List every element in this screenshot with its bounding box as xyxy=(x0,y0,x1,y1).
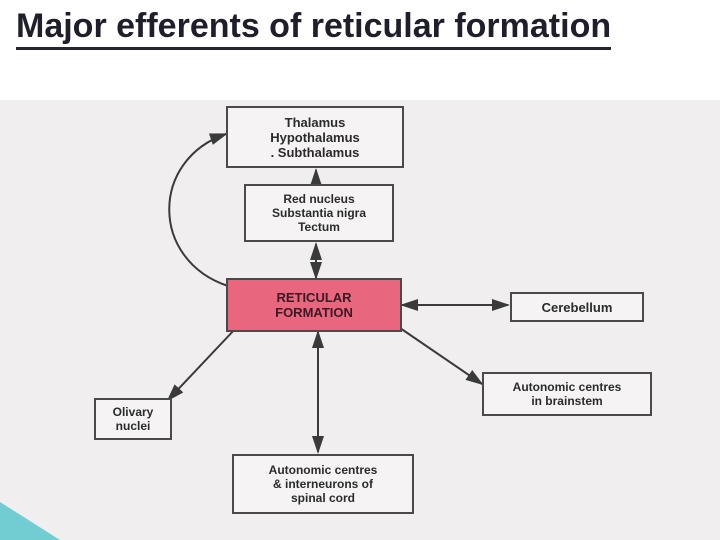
node-text: Cerebellum xyxy=(542,300,613,315)
diagram-area: ThalamusHypothalamus. Subthalamus Red nu… xyxy=(0,100,720,540)
node-text: RETICULAR xyxy=(276,290,351,305)
node-text: Olivary xyxy=(113,405,154,419)
node-text: & interneurons of xyxy=(273,477,373,491)
node-autonomic-spinal-cord: Autonomic centres& interneurons ofspinal… xyxy=(232,454,414,514)
node-text: FORMATION xyxy=(275,305,353,320)
node-text: spinal cord xyxy=(291,491,355,505)
node-olivary-nuclei: Olivarynuclei xyxy=(94,398,172,440)
node-autonomic-brainstem: Autonomic centresin brainstem xyxy=(482,372,652,416)
decorative-corner xyxy=(0,502,60,540)
edge-arrow xyxy=(400,328,482,384)
node-cerebellum: Cerebellum xyxy=(510,292,644,322)
node-thalamus: ThalamusHypothalamus. Subthalamus xyxy=(226,106,404,168)
node-text: Hypothalamus xyxy=(270,130,360,145)
edge-arrow xyxy=(169,134,228,286)
node-text: Tectum xyxy=(298,220,340,234)
node-reticular-formation: RETICULARFORMATION xyxy=(226,278,402,332)
page-title: Major efferents of reticular formation xyxy=(16,8,611,50)
node-red-nucleus: Red nucleusSubstantia nigraTectum xyxy=(244,184,394,242)
node-text: nuclei xyxy=(116,419,151,433)
edge-arrow xyxy=(168,328,236,400)
node-text: Red nucleus xyxy=(283,192,354,206)
node-text: . Subthalamus xyxy=(271,145,360,160)
node-text: Autonomic centres xyxy=(269,463,378,477)
node-text: Substantia nigra xyxy=(272,206,366,220)
node-text: Thalamus xyxy=(285,115,346,130)
node-text: in brainstem xyxy=(531,394,602,408)
node-text: Autonomic centres xyxy=(513,380,622,394)
